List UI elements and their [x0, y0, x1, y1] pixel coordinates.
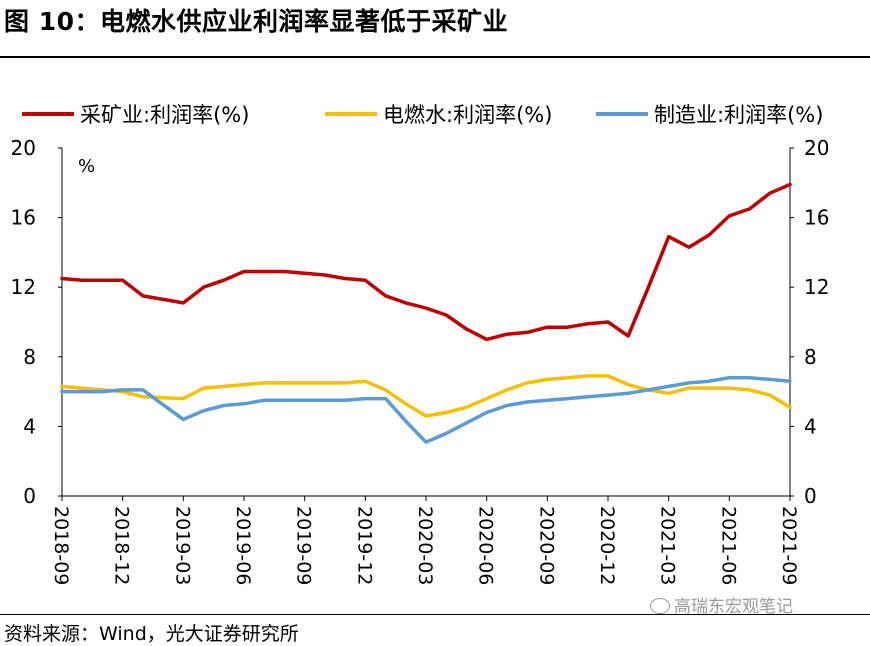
unit-label: % [78, 156, 95, 177]
y-tick-label-right: 16 [804, 206, 829, 230]
line-chart: 采矿业:利润率(%) 电燃水:利润率(%) 制造业:利润率(%) 0 0 4 4 8 8 12 1… [11, 103, 830, 585]
x-tick-label: 2018-09 [50, 506, 72, 585]
y-tick-label-left: 0 [23, 484, 36, 508]
wechat-icon [650, 598, 670, 614]
legend-label-0: 采矿业:利润率(%) [80, 103, 249, 127]
x-tick-label: 2020-06 [475, 506, 497, 585]
x-tick-label: 2018-12 [111, 506, 133, 585]
y-tick-label-left: 4 [23, 414, 36, 438]
legend-label-2: 制造业:利润率(%) [654, 103, 823, 127]
source-rule [0, 614, 870, 615]
y-tick-label-right: 8 [804, 345, 817, 369]
x-tick-label: 2020-12 [596, 506, 618, 585]
y-tick-label-right: 4 [804, 414, 817, 438]
legend-label-1: 电燃水:利润率(%) [383, 103, 552, 127]
title-rule [0, 56, 870, 58]
y-tick-label-right: 12 [804, 275, 829, 299]
y-tick-label-right: 20 [804, 136, 829, 160]
y-tick-label-left: 20 [11, 136, 36, 160]
x-tick-label: 2019-12 [353, 506, 375, 585]
y-tick-label-left: 16 [11, 206, 36, 230]
x-tick-label: 2021-09 [778, 506, 800, 585]
chart-title: 图 10：电燃水供应业利润率显著低于采矿业 [4, 7, 508, 36]
y-tick-label-left: 8 [23, 345, 36, 369]
source-note: 资料来源：Wind，光大证券研究所 [4, 623, 299, 645]
watermark: 高瑞东宏观笔记 [650, 592, 793, 617]
y-tick-label-right: 0 [804, 484, 817, 508]
watermark-text: 高瑞东宏观笔记 [674, 597, 793, 617]
x-tick-label: 2020-09 [535, 506, 557, 585]
x-tick-label: 2019-09 [293, 506, 315, 585]
x-tick-label: 2019-03 [171, 506, 193, 585]
series-line-2 [60, 375, 792, 444]
series-line-0 [60, 182, 792, 342]
series-line-1 [60, 374, 792, 418]
axes: 0 0 4 4 8 8 12 12 16 16 20 20% 2018-09 2018-12 2019-03… [11, 136, 830, 585]
x-tick-label: 2021-06 [717, 506, 739, 585]
x-tick-label: 2020-03 [414, 506, 436, 585]
series-lines [60, 182, 792, 444]
x-tick-label: 2019-06 [232, 506, 254, 585]
x-tick-label: 2021-03 [657, 506, 679, 585]
legend: 采矿业:利润率(%) 电燃水:利润率(%) 制造业:利润率(%) [22, 103, 823, 127]
y-tick-label-left: 12 [11, 275, 36, 299]
